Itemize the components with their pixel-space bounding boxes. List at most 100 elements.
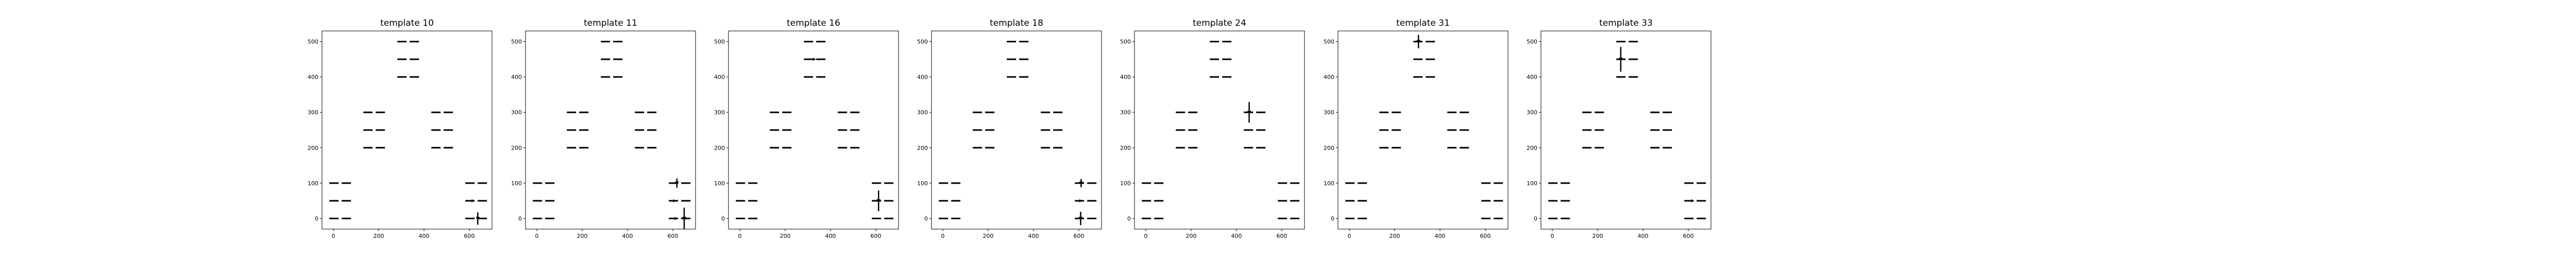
marker-arrow <box>673 199 676 203</box>
panel-7: template 33 0 200 400 600 0 100 200 300 400 500 <box>1527 18 1711 239</box>
axes-frame <box>728 30 899 230</box>
x-tick-label: 0 <box>941 233 945 239</box>
x-tick-label: 200 <box>1592 233 1603 239</box>
y-tick-label: 300 <box>511 109 522 116</box>
x-tick-label: 0 <box>332 233 335 239</box>
y-tick-label: 0 <box>315 215 318 222</box>
x-tick-label: 600 <box>668 233 679 239</box>
x-tick-label: 400 <box>419 233 430 239</box>
y-tick-label: 0 <box>1534 215 1537 222</box>
x-tick-label: 200 <box>1389 233 1400 239</box>
y-tick-label: 100 <box>1527 180 1537 187</box>
x-tick-label: 400 <box>1231 233 1242 239</box>
chart-title: template 11 <box>584 18 637 28</box>
marker-head <box>1416 40 1421 44</box>
y-tick-label: 0 <box>721 215 725 222</box>
x-tick-label: 400 <box>825 233 836 239</box>
chart-title: template 33 <box>1599 18 1653 28</box>
marker-arrow <box>1079 199 1082 203</box>
y-tick-label: 200 <box>511 144 522 151</box>
y-tick-label: 0 <box>1331 215 1334 222</box>
chart-title: template 24 <box>1193 18 1246 28</box>
y-tick-label: 400 <box>714 74 725 80</box>
y-tick-label: 200 <box>1324 144 1334 151</box>
marker-head <box>1618 57 1623 61</box>
y-tick-label: 300 <box>917 109 928 116</box>
x-tick-label: 600 <box>871 233 882 239</box>
y-tick-label: 0 <box>518 215 522 222</box>
x-tick-label: 200 <box>577 233 588 239</box>
chart-title: template 18 <box>990 18 1043 28</box>
y-tick-label: 300 <box>1120 109 1131 116</box>
axes-frame <box>931 30 1102 230</box>
y-tick-label: 400 <box>511 74 522 80</box>
x-tick-label: 400 <box>1435 233 1446 239</box>
y-tick-label: 500 <box>308 39 318 45</box>
y-tick-label: 300 <box>1324 109 1334 116</box>
marker-head <box>674 181 679 185</box>
x-tick-label: 400 <box>1028 233 1039 239</box>
y-tick-label: 100 <box>1324 180 1334 187</box>
panel-1: template 10 0 200 400 600 0 100 200 300 400 500 <box>308 18 493 239</box>
marker-head <box>1078 217 1083 221</box>
y-tick-label: 500 <box>917 39 928 45</box>
y-tick-label: 300 <box>308 109 318 116</box>
y-tick-label: 200 <box>917 144 928 151</box>
x-tick-label: 0 <box>1144 233 1148 239</box>
x-tick-label: 0 <box>1551 233 1554 239</box>
x-tick-label: 600 <box>464 233 475 239</box>
x-tick-label: 400 <box>1638 233 1649 239</box>
y-tick-label: 500 <box>1527 39 1537 45</box>
panel-4: template 18 0 200 400 600 0 100 200 300 400 500 <box>917 18 1102 239</box>
y-tick-label: 200 <box>714 144 725 151</box>
y-tick-label: 400 <box>308 74 318 80</box>
y-tick-label: 400 <box>1120 74 1131 80</box>
y-tick-label: 400 <box>1324 74 1334 80</box>
y-tick-label: 500 <box>1120 39 1131 45</box>
marker-head <box>1247 110 1251 115</box>
y-tick-label: 300 <box>714 109 725 116</box>
y-tick-label: 200 <box>1120 144 1131 151</box>
x-tick-label: 200 <box>374 233 384 239</box>
x-tick-label: 0 <box>535 233 539 239</box>
y-tick-label: 100 <box>308 180 318 187</box>
marker-arrow <box>471 199 475 203</box>
x-tick-label: 200 <box>1186 233 1197 239</box>
x-tick-label: 200 <box>780 233 791 239</box>
y-tick-label: 300 <box>1527 109 1537 116</box>
chart-title: template 10 <box>380 18 434 28</box>
x-tick-label: 600 <box>1074 233 1084 239</box>
panel-6: template 31 0 200 400 600 0 100 200 300 400 500 <box>1324 18 1509 239</box>
y-tick-label: 200 <box>1527 144 1537 151</box>
axes-frame <box>1540 30 1711 230</box>
y-tick-label: 0 <box>924 215 928 222</box>
axes-frame <box>1337 30 1509 230</box>
panel-5: template 24 0 200 400 600 0 100 200 300 400 500 <box>1120 18 1305 239</box>
panel-2: template 11 0 200 400 600 0 100 200 300 400 500 <box>511 18 696 239</box>
y-tick-label: 100 <box>917 180 928 187</box>
x-tick-label: 600 <box>1277 233 1287 239</box>
y-tick-label: 400 <box>1527 74 1537 80</box>
y-tick-label: 500 <box>714 39 725 45</box>
marker-head <box>476 217 480 221</box>
y-tick-label: 100 <box>511 180 522 187</box>
marker-head <box>1079 181 1083 185</box>
y-tick-label: 0 <box>1127 215 1131 222</box>
axes-frame <box>321 30 493 230</box>
chart-title: template 16 <box>787 18 840 28</box>
axes-frame <box>1134 30 1305 230</box>
marker-arrow <box>1691 199 1694 203</box>
y-tick-label: 400 <box>917 74 928 80</box>
x-tick-label: 0 <box>738 233 742 239</box>
x-tick-label: 600 <box>1480 233 1491 239</box>
x-tick-label: 0 <box>1348 233 1351 239</box>
chart-title: template 31 <box>1396 18 1450 28</box>
x-tick-label: 600 <box>1683 233 1694 239</box>
marker-head <box>876 199 881 203</box>
y-tick-label: 500 <box>1324 39 1334 45</box>
y-tick-label: 500 <box>511 39 522 45</box>
y-tick-label: 200 <box>308 144 318 151</box>
panel-3: template 16 0 200 400 600 0 100 200 300 400 500 <box>714 18 899 239</box>
y-tick-label: 100 <box>714 180 725 187</box>
